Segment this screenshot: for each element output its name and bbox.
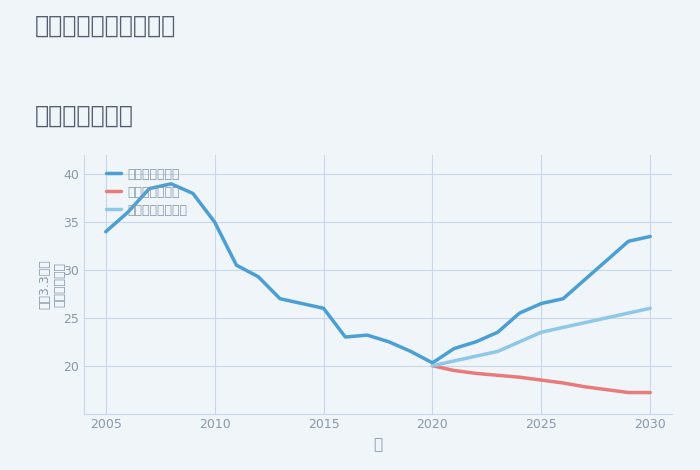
バッドシナリオ	[581, 384, 589, 390]
バッドシナリオ	[450, 368, 459, 373]
グッドシナリオ	[341, 334, 349, 340]
バッドシナリオ	[603, 387, 611, 392]
ノーマルシナリオ	[537, 329, 545, 335]
ノーマルシナリオ	[581, 320, 589, 325]
バッドシナリオ	[559, 380, 567, 386]
グッドシナリオ	[624, 238, 633, 244]
ノーマルシナリオ	[515, 339, 524, 345]
グッドシナリオ	[145, 186, 153, 191]
グッドシナリオ	[102, 229, 110, 235]
X-axis label: 年: 年	[373, 437, 383, 452]
グッドシナリオ	[603, 258, 611, 263]
グッドシナリオ	[189, 190, 197, 196]
バッドシナリオ	[472, 370, 480, 376]
グッドシナリオ	[232, 262, 241, 268]
Legend: グッドシナリオ, バッドシナリオ, ノーマルシナリオ: グッドシナリオ, バッドシナリオ, ノーマルシナリオ	[102, 164, 191, 220]
バッドシナリオ	[428, 363, 437, 368]
ノーマルシナリオ	[624, 310, 633, 316]
グッドシナリオ	[385, 339, 393, 345]
グッドシナリオ	[428, 360, 437, 366]
グッドシナリオ	[646, 234, 654, 239]
グッドシナリオ	[537, 301, 545, 306]
グッドシナリオ	[450, 345, 459, 351]
バッドシナリオ	[624, 390, 633, 395]
バッドシナリオ	[537, 377, 545, 383]
ノーマルシナリオ	[559, 325, 567, 330]
バッドシナリオ	[515, 375, 524, 380]
グッドシナリオ	[559, 296, 567, 302]
バッドシナリオ	[494, 373, 502, 378]
グッドシナリオ	[581, 277, 589, 282]
Text: 土地の価格推移: 土地の価格推移	[35, 103, 134, 127]
Line: バッドシナリオ: バッドシナリオ	[433, 366, 650, 392]
グッドシナリオ	[254, 274, 262, 280]
グッドシナリオ	[123, 210, 132, 215]
グッドシナリオ	[298, 301, 306, 306]
ノーマルシナリオ	[472, 353, 480, 359]
グッドシナリオ	[472, 339, 480, 345]
ノーマルシナリオ	[428, 363, 437, 368]
グッドシナリオ	[363, 332, 371, 338]
Y-axis label: 坪（3.3㎡）
単価（万円）: 坪（3.3㎡） 単価（万円）	[38, 259, 66, 309]
グッドシナリオ	[494, 329, 502, 335]
ノーマルシナリオ	[603, 315, 611, 321]
グッドシナリオ	[276, 296, 284, 302]
Line: グッドシナリオ: グッドシナリオ	[106, 184, 650, 363]
グッドシナリオ	[319, 306, 328, 311]
グッドシナリオ	[211, 219, 219, 225]
バッドシナリオ	[646, 390, 654, 395]
グッドシナリオ	[167, 181, 175, 187]
ノーマルシナリオ	[494, 349, 502, 354]
ノーマルシナリオ	[646, 306, 654, 311]
Line: ノーマルシナリオ: ノーマルシナリオ	[433, 308, 650, 366]
グッドシナリオ	[515, 310, 524, 316]
Text: 三重県桑名市赤尾台の: 三重県桑名市赤尾台の	[35, 14, 176, 38]
ノーマルシナリオ	[450, 358, 459, 364]
グッドシナリオ	[407, 349, 415, 354]
